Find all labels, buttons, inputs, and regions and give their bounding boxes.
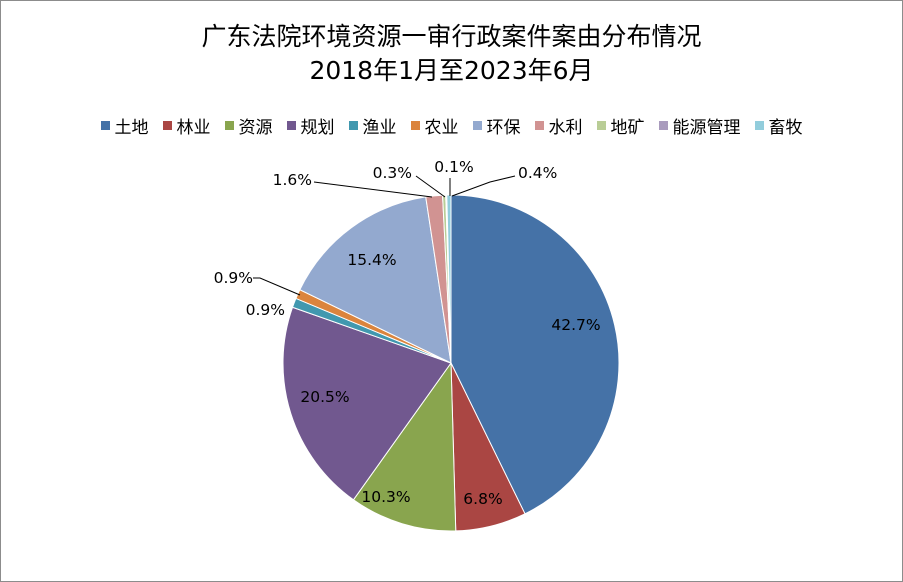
- legend-item: 地矿: [596, 113, 645, 138]
- legend-item: 资源: [224, 113, 273, 138]
- legend-label: 水利: [548, 117, 583, 138]
- chart-title-line2: 2018年1月至2023年6月: [309, 56, 594, 85]
- data-label: 10.3%: [361, 488, 410, 506]
- data-label: 15.4%: [347, 251, 396, 269]
- legend-label: 土地: [114, 117, 149, 138]
- chart-legend: 土地 林业 资源 规划 渔业 农业 环保 水利 地矿 能源管理 畜牧: [0, 112, 903, 138]
- legend-label: 资源: [238, 117, 273, 138]
- leader-line: [451, 175, 516, 197]
- data-label: 0.9%: [214, 269, 253, 287]
- legend-item: 环保: [472, 113, 521, 138]
- pie-slice: [352, 361, 457, 532]
- legend-swatch: [596, 120, 606, 130]
- data-label: 0.1%: [434, 158, 473, 176]
- data-label: 20.5%: [300, 388, 349, 406]
- legend-label: 林业: [176, 117, 211, 138]
- data-label: 42.7%: [551, 316, 600, 334]
- data-label: 1.6%: [273, 171, 312, 189]
- legend-item: 农业: [410, 113, 459, 138]
- legend-swatch: [754, 120, 764, 130]
- legend-label: 农业: [424, 117, 459, 138]
- legend-item: 规划: [286, 113, 335, 138]
- pie-slice: [282, 306, 452, 501]
- legend-swatch: [100, 120, 110, 130]
- legend-swatch: [410, 120, 420, 130]
- legend-item: 林业: [162, 113, 211, 138]
- legend-item: 能源管理: [658, 113, 741, 138]
- data-label: 0.9%: [246, 301, 285, 319]
- legend-label: 能源管理: [672, 117, 741, 138]
- legend-item: 水利: [534, 113, 583, 138]
- chart-title-line1: 广东法院环境资源一审行政案件案由分布情况: [201, 22, 702, 51]
- legend-swatch: [224, 120, 234, 130]
- legend-swatch: [162, 120, 172, 130]
- legend-swatch: [472, 120, 482, 130]
- legend-label: 环保: [486, 117, 521, 138]
- data-label: 0.3%: [373, 164, 412, 182]
- leader-line: [313, 181, 433, 198]
- leader-line: [253, 277, 301, 296]
- pie-slice: [450, 194, 620, 515]
- legend-label: 畜牧: [768, 117, 803, 138]
- legend-item: 土地: [100, 113, 149, 138]
- leader-line: [415, 175, 446, 198]
- legend-item: 畜牧: [754, 113, 803, 138]
- legend-label: 渔业: [362, 117, 397, 138]
- legend-item: 渔业: [348, 113, 397, 138]
- pie-slice: [299, 196, 452, 364]
- data-label: 0.4%: [518, 164, 557, 182]
- legend-swatch: [658, 120, 668, 130]
- legend-swatch: [286, 120, 296, 130]
- pie-slice: [446, 194, 452, 364]
- legend-label: 地矿: [610, 117, 645, 138]
- legend-swatch: [348, 120, 358, 130]
- legend-label: 规划: [300, 117, 335, 138]
- legend-swatch: [534, 120, 544, 130]
- data-label: 6.8%: [463, 490, 502, 508]
- chart-title: 广东法院环境资源一审行政案件案由分布情况 2018年1月至2023年6月: [0, 20, 903, 88]
